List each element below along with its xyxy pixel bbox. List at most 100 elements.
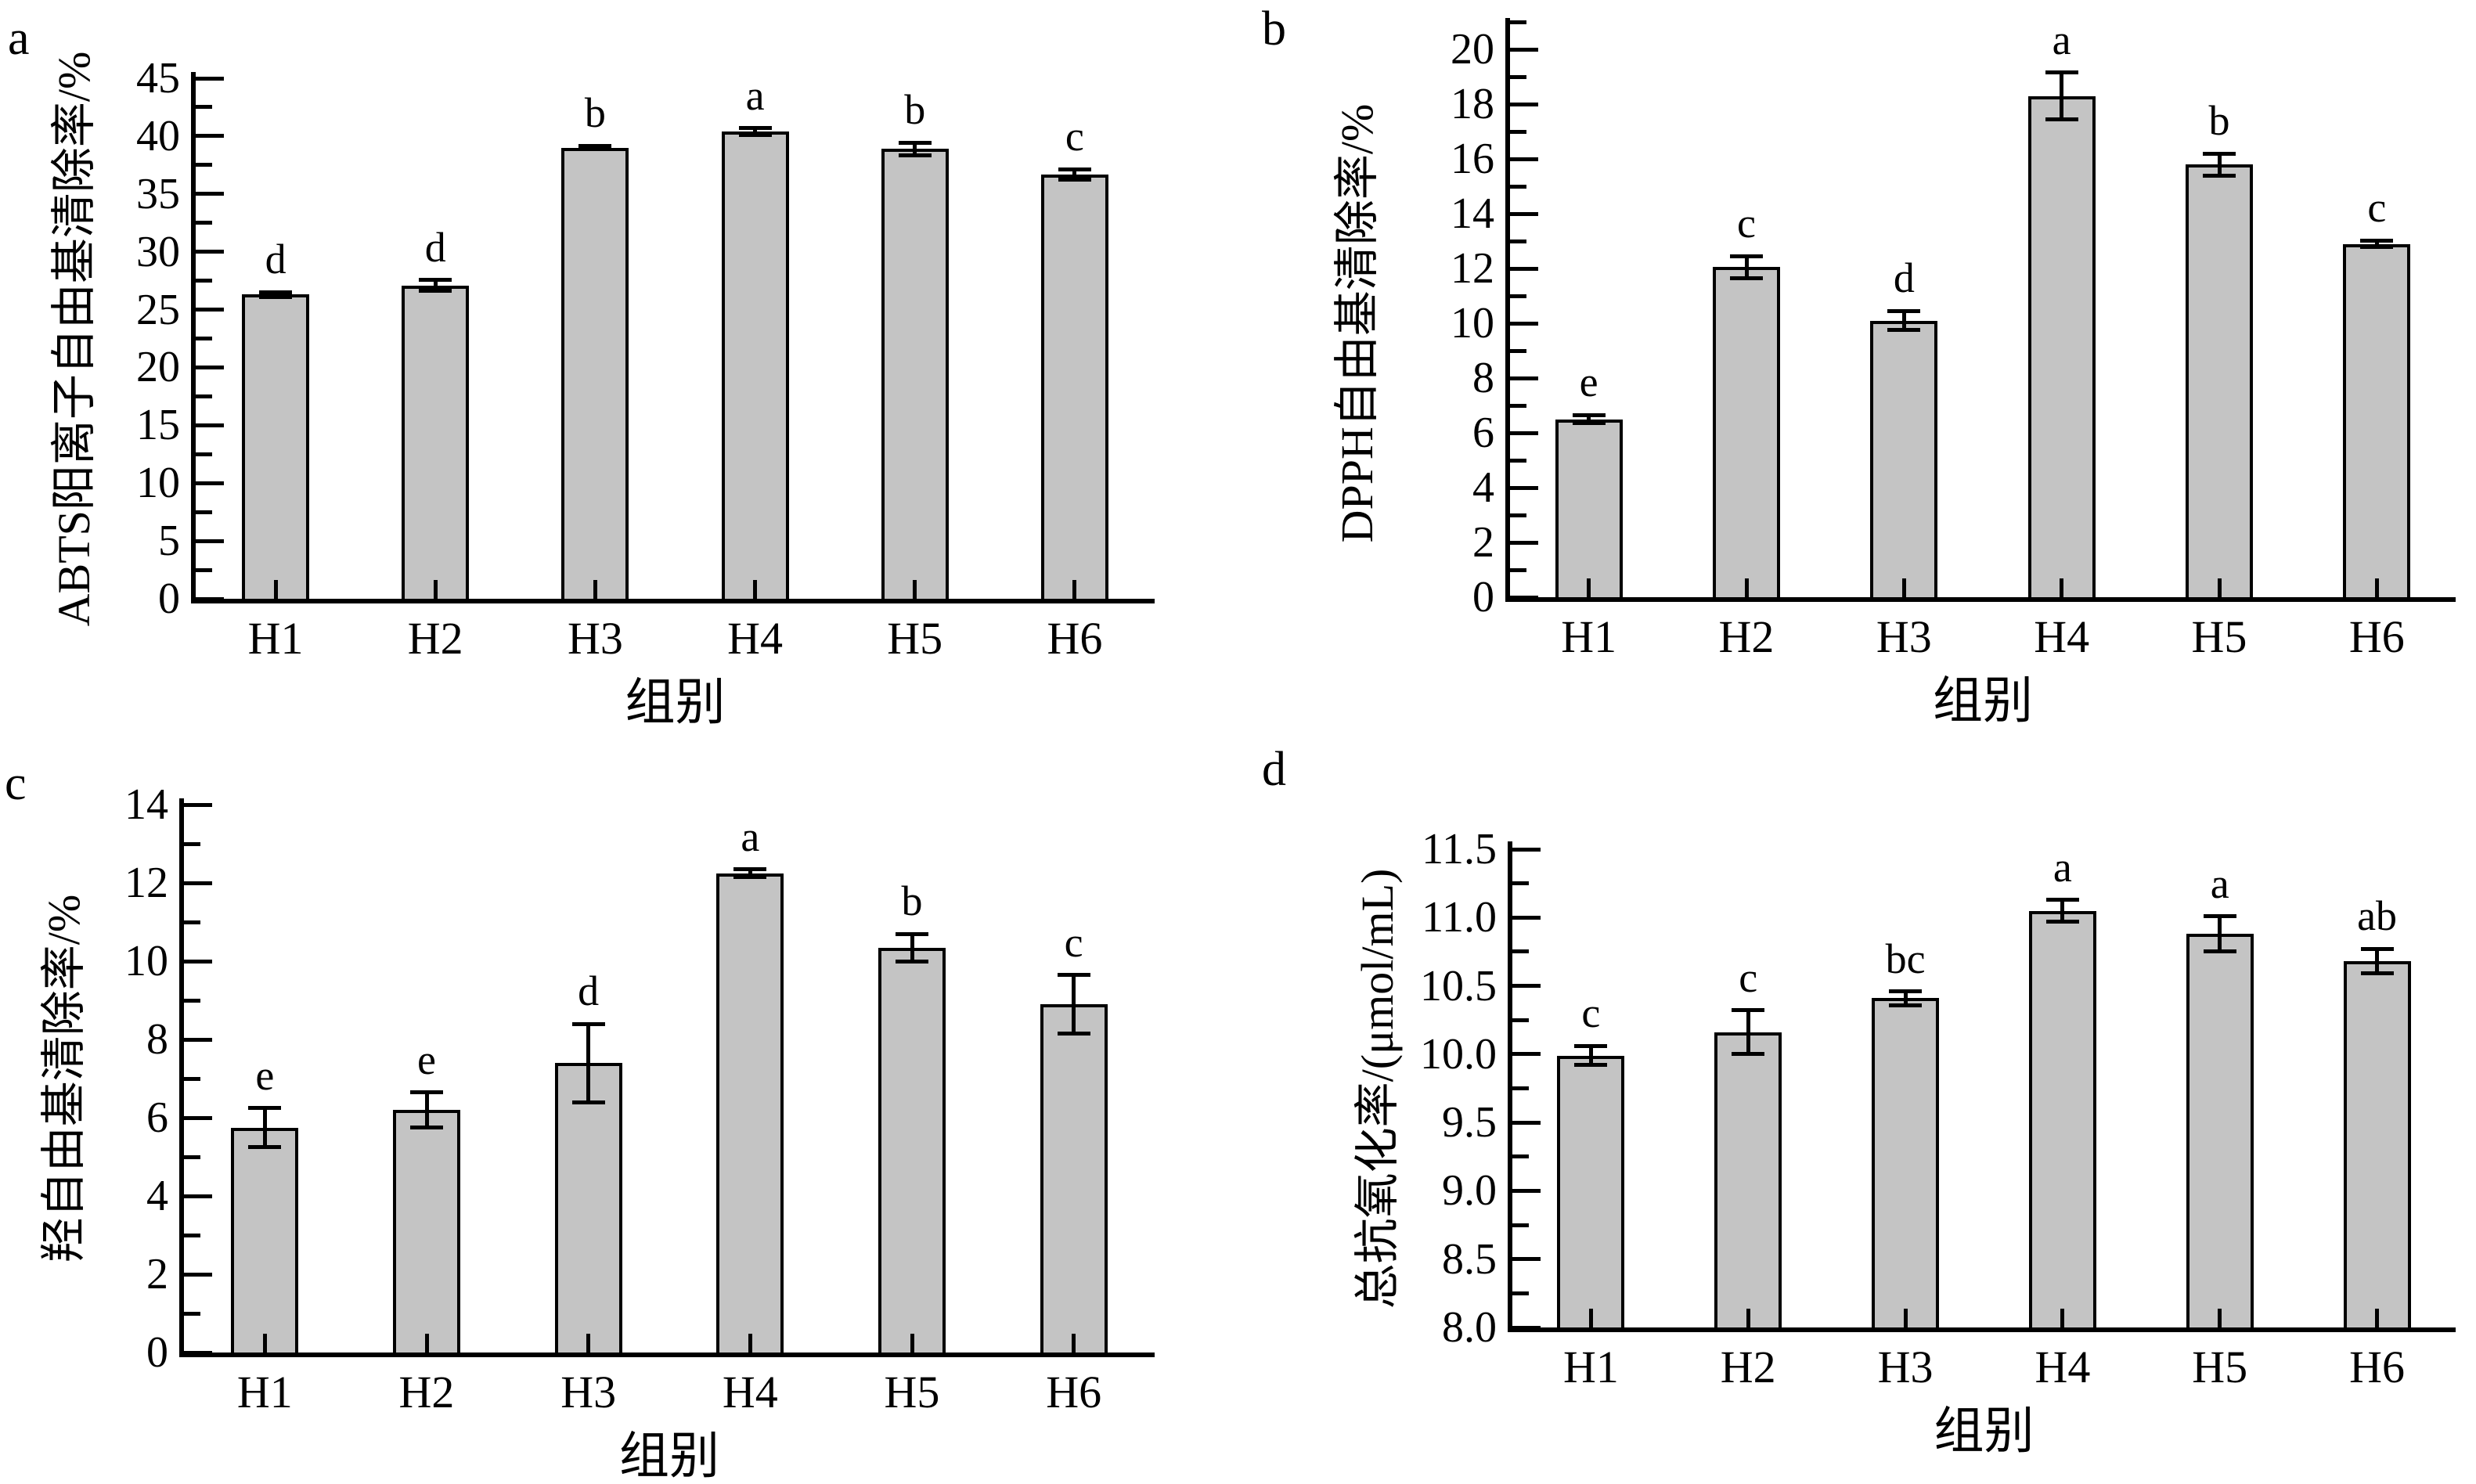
y-minor-tick (1510, 239, 1526, 243)
panel-d-total-antioxidant: d 总抗氧化率/(μmol/mL) 8.0 8.5 9.0 9.5 10.0 10.5 11… (1238, 736, 2476, 1471)
error-bar-line (748, 869, 752, 877)
bar-H5 (2186, 934, 2254, 1327)
bar-H5 (878, 947, 946, 1353)
x-tick (2060, 578, 2064, 597)
x-category-label: H5 (887, 613, 943, 664)
y-major-tick (184, 802, 212, 807)
panel-a-plot-area: 0 5 10 15 20 25 30 35 40 45 d H1 d H2 b H3 a H4 b H5 c H6 (0, 0, 1238, 736)
y-tick-label: 45 (136, 54, 180, 103)
x-axis-line (191, 599, 1155, 603)
x-category-label: H6 (2349, 1342, 2406, 1392)
x-category-label: H2 (1718, 611, 1775, 662)
error-bar-line (2375, 949, 2380, 974)
error-bar-line (2217, 153, 2222, 175)
panel-c-hydroxyl: c 羟自由基清除率/% 0 2 4 6 8 10 12 14 e H1 e H2 d H3 a H4 b H5 c H… (0, 736, 1238, 1484)
error-bar-cap-top (578, 143, 612, 148)
y-minor-tick (1512, 1223, 1529, 1227)
y-major-tick (1512, 915, 1541, 920)
y-tick-label: 20 (1451, 25, 1494, 74)
significance-letter: d (265, 236, 287, 283)
y-major-tick (1510, 485, 1538, 490)
y-tick-label: 5 (158, 517, 180, 566)
error-bar-cap-bottom (248, 1145, 282, 1149)
bar-H4 (2027, 95, 2096, 597)
error-bar-cap-bottom (2045, 920, 2079, 924)
x-axis-line (1508, 1327, 2456, 1332)
y-minor-tick (184, 1154, 200, 1159)
y-tick-label: 10 (136, 459, 180, 508)
panel-a-label: a (8, 12, 30, 65)
y-tick-label: 6 (146, 1093, 168, 1142)
x-tick (748, 1334, 752, 1353)
x-tick (1901, 578, 1906, 597)
y-major-tick (1510, 430, 1538, 435)
y-minor-tick (184, 1311, 200, 1316)
x-category-label: H3 (1876, 611, 1932, 662)
y-axis-line (179, 798, 184, 1357)
y-minor-tick (1512, 881, 1529, 886)
y-major-tick (1512, 1120, 1541, 1125)
error-bar-cap-top (1889, 989, 1923, 994)
error-bar-cap-top (259, 290, 293, 294)
x-tick (1072, 1334, 1076, 1353)
error-bar-cap-top (1572, 412, 1606, 417)
y-minor-tick (196, 279, 212, 283)
x-category-label: H6 (1046, 1367, 1102, 1417)
error-bar-cap-top (738, 126, 772, 131)
error-bar-cap-top (1887, 308, 1921, 313)
x-category-label: H5 (884, 1367, 940, 1417)
significance-letter: c (1737, 200, 1756, 247)
bar-H1 (1555, 419, 1623, 597)
y-major-tick (196, 250, 224, 254)
panel-d-plot-area: 8.0 8.5 9.0 9.5 10.0 10.5 11.0 11.5 c H1 c H2 bc H3 a H… (1238, 736, 2476, 1471)
x-category-label: H5 (2192, 1342, 2248, 1392)
y-tick-label: 11.0 (1422, 893, 1497, 942)
significance-letter: d (424, 223, 446, 271)
error-bar-cap-top (2045, 898, 2079, 902)
bar-H3 (554, 1063, 622, 1353)
significance-letter: b (904, 86, 926, 134)
panel-c-label: c (5, 757, 27, 810)
y-major-tick (196, 538, 224, 543)
bar-H4 (721, 131, 789, 599)
x-category-label: H4 (722, 1367, 778, 1417)
y-major-tick (184, 1194, 212, 1198)
y-tick-label: 12 (124, 859, 168, 907)
y-minor-tick (1512, 1154, 1529, 1159)
y-major-tick (196, 596, 224, 601)
error-bar-line (1072, 974, 1076, 1034)
y-minor-tick (196, 510, 212, 514)
y-tick-label: 2 (146, 1250, 168, 1298)
panel-d-label: d (1262, 743, 1286, 796)
error-bar-cap-bottom (2203, 173, 2236, 178)
y-major-tick (1512, 1052, 1541, 1057)
bar-H2 (393, 1110, 460, 1353)
y-tick-label: 40 (136, 111, 180, 160)
x-category-label: H6 (2348, 611, 2405, 662)
significance-letter: d (578, 967, 600, 1014)
x-tick (1587, 578, 1591, 597)
y-tick-label: 14 (1451, 189, 1494, 238)
x-tick (433, 580, 438, 599)
y-minor-tick (196, 394, 212, 398)
error-bar-cap-top (2045, 70, 2078, 75)
error-bar-line (753, 128, 758, 135)
error-bar-cap-bottom (898, 153, 932, 157)
y-major-tick (1510, 102, 1538, 106)
x-category-label: H4 (2034, 611, 2090, 662)
y-minor-tick (1510, 403, 1526, 408)
bar-H2 (1713, 267, 1780, 597)
y-major-tick (1510, 211, 1538, 216)
y-major-tick (184, 1272, 212, 1277)
bar-H5 (2186, 164, 2253, 597)
error-bar-cap-top (1058, 167, 1091, 171)
x-category-label: H2 (407, 613, 463, 664)
x-tick (424, 1334, 429, 1353)
error-bar-cap-bottom (738, 132, 772, 137)
significance-letter: c (1065, 113, 1084, 160)
error-bar-cap-bottom (1058, 177, 1091, 182)
y-tick-label: 18 (1451, 80, 1494, 128)
error-bar-line (2060, 72, 2064, 120)
y-major-tick (1510, 540, 1538, 545)
x-category-label: H4 (727, 613, 784, 664)
